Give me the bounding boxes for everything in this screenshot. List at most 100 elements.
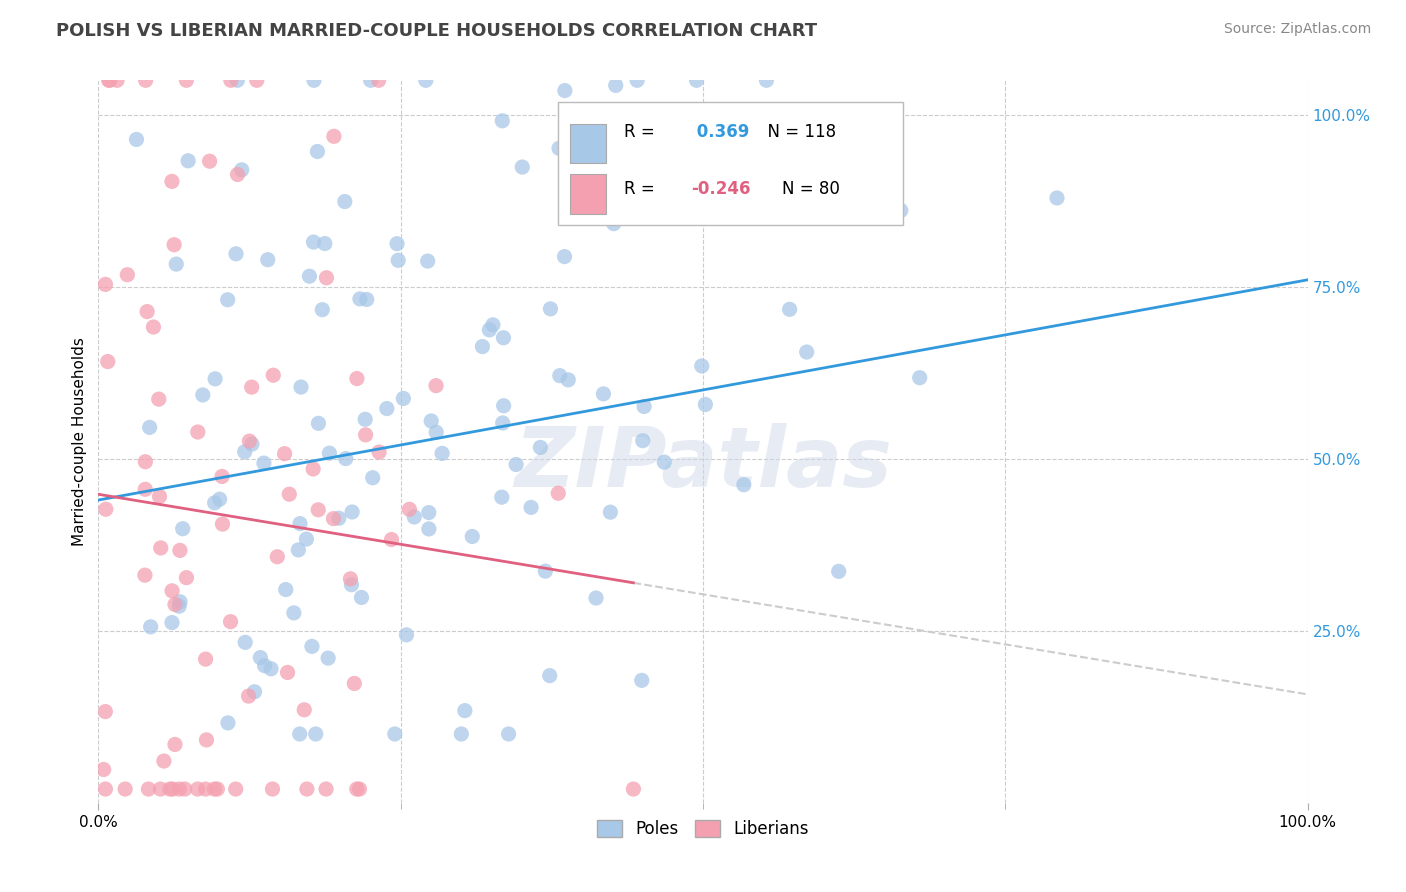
Text: R =: R = — [624, 179, 661, 198]
Point — [194, 652, 217, 666]
Point — [1046, 191, 1069, 205]
Point — [314, 236, 336, 251]
Point — [169, 595, 191, 609]
Point — [139, 620, 162, 634]
Point — [354, 428, 377, 442]
Point — [136, 304, 159, 318]
Point — [219, 73, 242, 87]
Point — [94, 705, 117, 719]
Point — [134, 568, 156, 582]
Point — [278, 487, 301, 501]
Point — [450, 727, 472, 741]
Legend: Poles, Liberians: Poles, Liberians — [591, 814, 815, 845]
Point — [607, 205, 630, 219]
Text: -0.246: -0.246 — [690, 179, 751, 198]
Point — [94, 277, 117, 292]
Point — [135, 73, 157, 87]
Point — [554, 250, 576, 264]
Point — [547, 486, 569, 500]
Point — [520, 500, 543, 515]
Point — [316, 651, 339, 665]
Point — [160, 174, 183, 188]
Point — [695, 397, 717, 411]
Point — [167, 782, 190, 797]
Point — [605, 78, 627, 93]
Point — [253, 658, 276, 673]
Point — [626, 73, 648, 87]
Point — [416, 254, 439, 268]
Point — [288, 727, 311, 741]
Point — [454, 704, 477, 718]
Point — [97, 73, 120, 87]
Text: 0.369: 0.369 — [690, 123, 749, 141]
Point — [302, 462, 325, 476]
Point — [335, 451, 357, 466]
Point — [134, 455, 156, 469]
Point — [395, 628, 418, 642]
Text: N = 80: N = 80 — [782, 179, 839, 198]
Point — [339, 572, 361, 586]
Point — [346, 782, 368, 797]
Point — [94, 782, 117, 797]
Point — [211, 517, 233, 532]
Point — [162, 782, 184, 797]
Point — [510, 160, 533, 174]
Point — [217, 715, 239, 730]
Point — [498, 727, 520, 741]
Point — [160, 583, 183, 598]
Bar — [558, 102, 903, 225]
Point — [415, 73, 437, 87]
Point — [492, 331, 515, 345]
Point — [301, 640, 323, 654]
Y-axis label: Married-couple Households: Married-couple Households — [72, 337, 87, 546]
Point — [176, 571, 198, 585]
Point — [340, 505, 363, 519]
Point — [176, 73, 198, 87]
Text: POLISH VS LIBERIAN MARRIED-COUPLE HOUSEHOLDS CORRELATION CHART: POLISH VS LIBERIAN MARRIED-COUPLE HOUSEH… — [56, 22, 817, 40]
Point — [492, 416, 515, 430]
Bar — [569, 124, 606, 163]
Point — [195, 732, 218, 747]
Point — [302, 73, 325, 87]
Point — [246, 73, 269, 87]
Point — [277, 665, 299, 680]
Point — [191, 388, 214, 402]
Point — [652, 455, 675, 469]
Point — [249, 650, 271, 665]
Point — [262, 368, 284, 383]
Point — [354, 412, 377, 426]
Point — [262, 782, 284, 797]
Point — [159, 782, 181, 797]
Point — [356, 293, 378, 307]
Text: R =: R = — [624, 123, 661, 141]
Point — [117, 268, 139, 282]
Point — [346, 371, 368, 385]
Point — [328, 511, 350, 525]
Point — [461, 529, 484, 543]
Point — [134, 483, 156, 497]
Point — [240, 437, 263, 451]
Point — [217, 293, 239, 307]
Point — [482, 318, 505, 332]
Point — [114, 782, 136, 797]
Point — [238, 434, 260, 449]
Point — [167, 599, 190, 614]
Point — [491, 490, 513, 504]
Point — [125, 132, 148, 146]
Point — [177, 153, 200, 168]
Point — [172, 522, 194, 536]
Text: N = 118: N = 118 — [758, 123, 837, 141]
Point — [148, 392, 170, 406]
Point — [169, 543, 191, 558]
Point — [148, 490, 170, 504]
Point — [540, 301, 562, 316]
Point — [97, 354, 120, 368]
Point — [225, 782, 247, 797]
Point — [380, 533, 402, 547]
Point — [534, 564, 557, 578]
Point — [274, 582, 297, 597]
Point — [733, 477, 755, 491]
Point — [149, 782, 172, 797]
Point — [368, 445, 391, 459]
Point — [187, 425, 209, 439]
